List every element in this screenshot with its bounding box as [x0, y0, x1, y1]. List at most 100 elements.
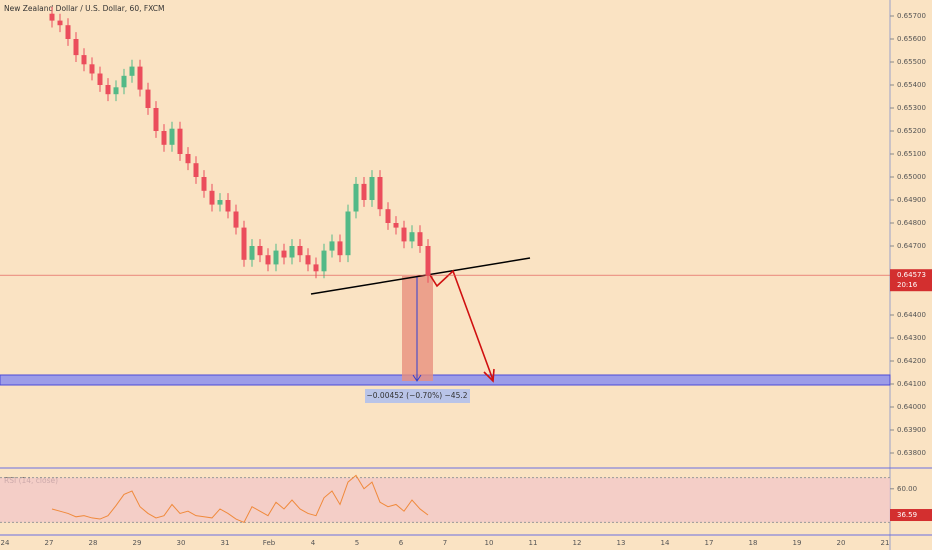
- rsi-last-label: 36.59: [897, 511, 917, 519]
- time-tick-label: 4: [311, 539, 316, 547]
- time-tick-label: 7: [443, 539, 447, 547]
- candle-body: [153, 108, 159, 131]
- projection-arrow-head: [483, 368, 495, 383]
- candle-body: [105, 85, 111, 95]
- support-zone: [0, 374, 891, 386]
- time-tick-label: 19: [793, 539, 802, 547]
- candle-body: [249, 246, 255, 260]
- candle-body: [297, 246, 303, 256]
- candle-body: [369, 177, 375, 200]
- price-tick-label: 0.65100: [897, 150, 926, 158]
- candle-body: [113, 87, 119, 95]
- time-tick-label: 14: [661, 539, 670, 547]
- candle-body: [201, 177, 207, 191]
- countdown-label: 20:16: [897, 281, 918, 289]
- candle-body: [49, 13, 55, 21]
- candle-body: [321, 250, 327, 272]
- candle-body: [273, 250, 279, 265]
- price-tick-label: 0.64900: [897, 196, 926, 204]
- candle-body: [57, 20, 63, 26]
- candle-body: [385, 209, 391, 223]
- candle-body: [137, 66, 143, 90]
- price-tick-label: 0.63900: [897, 426, 926, 434]
- candle-body: [281, 250, 287, 258]
- last-price-label: 0.64573: [897, 271, 926, 279]
- time-tick-label: 13: [617, 539, 626, 547]
- price-tick-label: 0.64200: [897, 357, 926, 365]
- candle-body: [65, 25, 71, 39]
- rsi-band: [0, 477, 890, 523]
- time-tick-label: 20: [837, 539, 846, 547]
- candle-body: [217, 200, 223, 205]
- time-tick-label: 18: [749, 539, 758, 547]
- candle-body: [393, 223, 399, 228]
- price-tick-label: 0.65000: [897, 173, 926, 181]
- trend-line: [310, 257, 531, 295]
- time-tick-label: 28: [89, 539, 98, 547]
- price-tick-label: 0.64300: [897, 334, 926, 342]
- rsi-tick-label: 60.00: [897, 485, 917, 493]
- candle-body: [329, 241, 335, 251]
- candle-body: [121, 75, 127, 88]
- candle-body: [145, 89, 151, 108]
- candle-body: [401, 227, 407, 242]
- price-tick-label: 0.64400: [897, 311, 926, 319]
- candle-body: [289, 246, 295, 258]
- price-tick-label: 0.65700: [897, 12, 926, 20]
- measure-label-box: [365, 389, 470, 403]
- candle-body: [425, 246, 431, 276]
- projection-arrow: [429, 269, 494, 381]
- measure-arrow-head: [412, 374, 422, 382]
- time-tick-label: 12: [573, 539, 582, 547]
- price-tick-label: 0.63800: [897, 449, 926, 457]
- candle-body: [257, 246, 263, 256]
- price-tick-label: 0.64100: [897, 380, 926, 388]
- candle-body: [193, 163, 199, 177]
- candle-body: [233, 211, 239, 228]
- candle-body: [345, 211, 351, 256]
- time-tick-label: 17: [705, 539, 714, 547]
- time-tick-label: 6: [399, 539, 404, 547]
- candle-body: [209, 190, 215, 205]
- candle-body: [305, 255, 311, 265]
- chart-title: New Zealand Dollar / U.S. Dollar, 60, FX…: [4, 4, 164, 13]
- candle-body: [241, 227, 247, 260]
- price-tick-label: 0.65600: [897, 35, 926, 43]
- time-tick-label: 24: [1, 539, 10, 547]
- candle-body: [313, 264, 319, 272]
- time-tick-label: 31: [221, 539, 230, 547]
- time-tick-label: 5: [355, 539, 359, 547]
- price-tick-label: 0.65400: [897, 81, 926, 89]
- time-tick-label: 11: [529, 539, 538, 547]
- candle-body: [417, 232, 423, 246]
- candle-body: [177, 128, 183, 154]
- price-tick-label: 0.64800: [897, 219, 926, 227]
- candle-body: [353, 183, 359, 212]
- rsi-line: [51, 474, 429, 524]
- candle-body: [169, 128, 175, 145]
- time-tick-label: 21: [881, 539, 890, 547]
- candle-body: [185, 154, 191, 164]
- candle-body: [161, 131, 167, 145]
- candle-body: [361, 183, 367, 200]
- candle-body: [337, 241, 343, 256]
- candle-body: [265, 255, 271, 265]
- time-tick-label: 29: [133, 539, 142, 547]
- price-tick-label: 0.65200: [897, 127, 926, 135]
- candle-body: [129, 66, 135, 76]
- candle-body: [225, 200, 231, 212]
- candle-body: [409, 232, 415, 242]
- measure-label: −0.00452 (−0.70%) −45.2: [366, 391, 467, 400]
- price-tick-label: 0.65500: [897, 58, 926, 66]
- candle-body: [73, 39, 79, 56]
- rsi-last-tag: [890, 509, 932, 522]
- time-tick-label: 30: [177, 539, 186, 547]
- price-tick-label: 0.64000: [897, 403, 926, 411]
- candle-body: [89, 64, 95, 74]
- price-tick-label: 0.64700: [897, 242, 926, 250]
- time-tick-label: 10: [485, 539, 494, 547]
- candle-body: [377, 177, 383, 210]
- time-tick-label: Feb: [263, 539, 276, 547]
- last-price-tag: [890, 269, 932, 292]
